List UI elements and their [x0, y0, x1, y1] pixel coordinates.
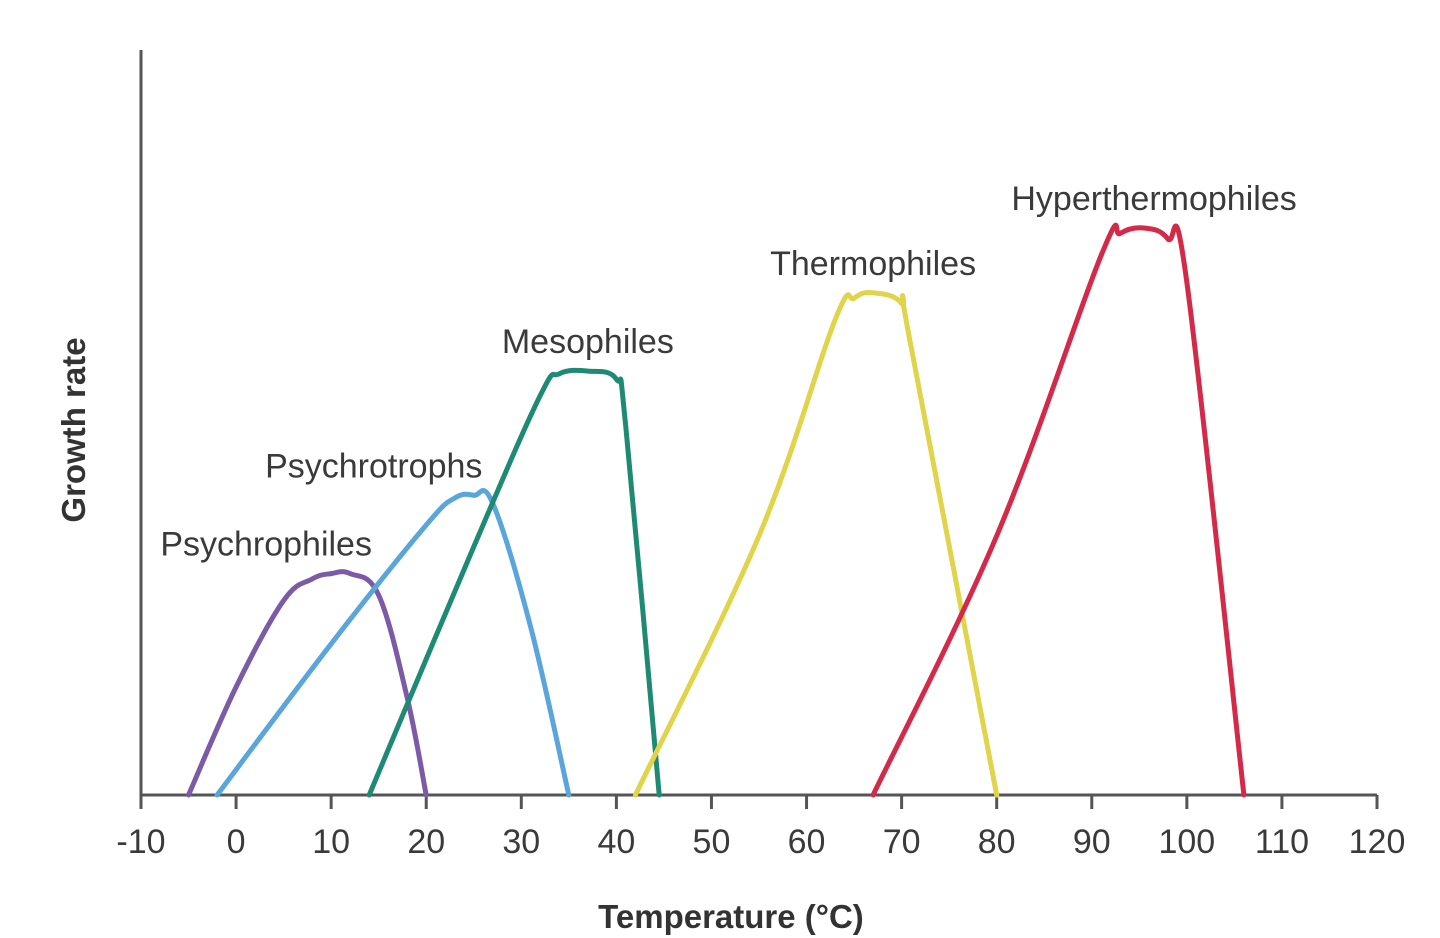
series-line-thermophiles: [632, 290, 1000, 798]
series-line-hyperthermophiles: [870, 222, 1247, 798]
series-label-psychrophiles: Psychrophiles: [160, 526, 372, 564]
series-label-hyperthermophiles: Hyperthermophiles: [1011, 180, 1296, 218]
x-tick-label: 90: [1073, 823, 1111, 861]
x-ticks: -10 0 10 20 30 40 50 60 70 80 90 100 110 120: [116, 795, 1405, 861]
series-line-mesophiles: [366, 367, 662, 798]
axes: -10 0 10 20 30 40 50 60 70 80 90 100 110 120: [116, 50, 1405, 861]
x-tick-label: 110: [1255, 823, 1309, 861]
y-axis-label: Growth rate: [55, 337, 92, 522]
series-label-mesophiles: Mesophiles: [502, 323, 674, 361]
x-tick-label: 10: [312, 823, 350, 861]
x-tick-label: 0: [227, 823, 246, 861]
series-line-psychrotrophs: [214, 488, 572, 798]
series-curves: [186, 222, 1247, 798]
x-tick-label: 40: [597, 823, 635, 861]
x-tick-label: 30: [502, 823, 540, 861]
x-tick-label: 120: [1349, 823, 1406, 861]
series-label-thermophiles: Thermophiles: [770, 245, 976, 283]
x-axis-label: Temperature (°C): [598, 898, 864, 935]
x-tick-label: 100: [1158, 823, 1215, 861]
series-line-psychrophiles: [186, 569, 429, 798]
x-tick-label: 70: [883, 823, 921, 861]
x-tick-label: -10: [116, 823, 165, 861]
x-tick-label: 20: [407, 823, 445, 861]
series-label-psychrotrophs: Psychrotrophs: [265, 447, 482, 485]
series-labels: Psychrophiles Psychrotrophs Mesophiles Ther…: [160, 180, 1296, 564]
x-tick-label: 80: [978, 823, 1016, 861]
x-tick-label: 50: [693, 823, 731, 861]
x-tick-label: 60: [788, 823, 826, 861]
